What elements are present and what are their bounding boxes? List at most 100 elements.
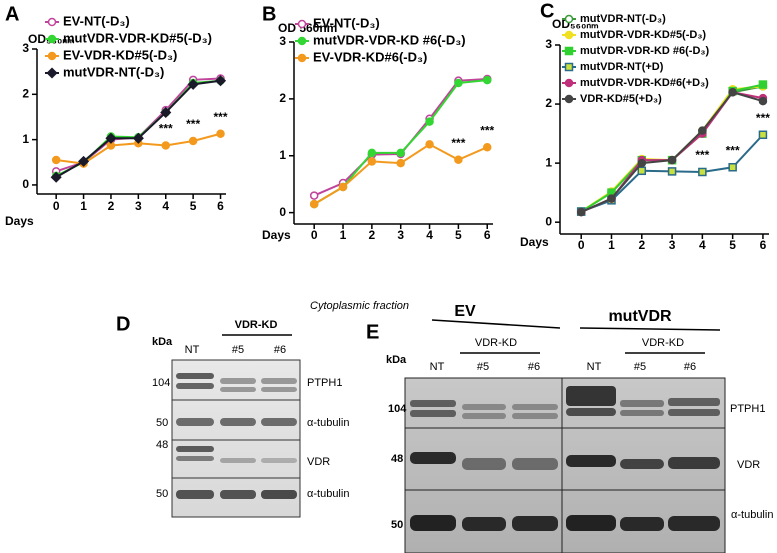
mw-label: 104 xyxy=(388,403,407,415)
marker xyxy=(338,182,348,192)
marker xyxy=(309,199,319,209)
y-tick-label: 1 xyxy=(545,155,552,169)
marker xyxy=(667,167,677,176)
legend-label: EV-NT(-D₃) xyxy=(313,15,380,30)
panel-letter: C xyxy=(540,0,554,22)
x-tick-label: 1 xyxy=(340,228,347,242)
lane-label: #5 xyxy=(634,361,646,373)
legend-marker xyxy=(47,51,57,61)
y-tick-label: 1 xyxy=(279,148,286,162)
mw-label: 48 xyxy=(391,453,403,465)
x-tick-label: 5 xyxy=(190,199,197,213)
charts: A OD₅₆₀ₙₘ Days 0 1 2 3 0 1 2 3 4 5 6 EV-NT(-D₃) mutVDR-… xyxy=(5,0,770,252)
x-tick-label: 0 xyxy=(578,238,585,252)
marker xyxy=(667,155,677,165)
y-tick-label: 1 xyxy=(22,132,29,146)
legend-marker xyxy=(47,34,57,44)
mw-label: 50 xyxy=(156,417,168,429)
marker xyxy=(637,158,647,168)
annotation: *** xyxy=(480,123,494,137)
marker xyxy=(367,157,377,166)
marker xyxy=(50,171,62,183)
y-axis-label: OD₅₆₀ₙₘ xyxy=(552,17,599,31)
fraction-label: Cytoplasmic fraction xyxy=(310,300,409,312)
y-tick-label: 3 xyxy=(22,41,29,55)
lane-label: #5 xyxy=(232,344,244,356)
blot-e: Cytoplasmic fraction EV mutVDR E kDa VDR… xyxy=(310,300,773,553)
x-tick-label: 1 xyxy=(608,238,615,252)
lane-label: #5 xyxy=(477,361,489,373)
legend-marker xyxy=(564,46,574,56)
marker xyxy=(728,163,737,172)
mw-label: 104 xyxy=(152,377,170,389)
x-tick-label: 3 xyxy=(669,238,676,252)
x-tick-label: 3 xyxy=(397,228,404,242)
y-tick-label: 3 xyxy=(279,34,286,48)
legend-marker xyxy=(297,53,307,63)
marker xyxy=(637,166,647,176)
marker xyxy=(309,191,319,200)
lane-label: NT xyxy=(430,361,445,373)
marker xyxy=(482,75,492,85)
x-tick-label: 1 xyxy=(80,199,87,213)
lane-label: #6 xyxy=(684,361,696,373)
legend-label: mutVDR-NT(-D₃) xyxy=(63,64,164,79)
x-tick-label: 2 xyxy=(369,228,376,242)
x-tick-label: 6 xyxy=(484,228,491,242)
marker xyxy=(454,155,463,164)
annotation: *** xyxy=(695,148,709,162)
kda-label: kDa xyxy=(152,336,173,348)
marker xyxy=(188,136,198,146)
marker xyxy=(105,132,117,144)
panel-letter: D xyxy=(116,313,130,335)
y-tick-label: 0 xyxy=(22,177,29,191)
annotation: *** xyxy=(186,117,200,131)
x-tick-label: 0 xyxy=(311,228,318,242)
lane-label: #6 xyxy=(274,344,286,356)
legend-label: mutVDR-NT(+D) xyxy=(580,61,664,73)
x-tick-label: 2 xyxy=(638,238,645,252)
bands xyxy=(410,386,720,531)
x-tick-label: 5 xyxy=(455,228,462,242)
x-tick-label: 0 xyxy=(53,199,60,213)
marker xyxy=(216,129,225,138)
protein-label: VDR xyxy=(737,459,760,471)
y-tick-label: 2 xyxy=(279,91,286,105)
y-tick-label: 2 xyxy=(545,96,552,110)
marker xyxy=(758,130,768,140)
legend-label: EV-VDR-KD#6(-D₃) xyxy=(313,49,427,64)
x-axis-label: Days xyxy=(5,214,34,228)
annotation: *** xyxy=(214,110,228,124)
marker xyxy=(607,194,616,203)
marker xyxy=(425,140,434,149)
marker xyxy=(758,80,768,89)
marker xyxy=(698,167,707,177)
annotation: *** xyxy=(726,143,740,157)
group-label: VDR-KD xyxy=(235,319,278,331)
legend-marker xyxy=(297,36,307,46)
x-tick-label: 4 xyxy=(426,228,433,242)
marker xyxy=(728,88,737,97)
group-line xyxy=(579,327,721,331)
x-tick-label: 2 xyxy=(108,199,115,213)
marker xyxy=(78,155,90,167)
x-axis-label: Days xyxy=(262,228,291,242)
protein-label: α-tubulin xyxy=(731,509,773,521)
marker xyxy=(161,141,170,150)
x-tick-label: 3 xyxy=(135,199,142,213)
protein-label: PTPH1 xyxy=(730,403,765,415)
lane-label: NT xyxy=(185,344,200,356)
kda-label: kDa xyxy=(386,354,407,366)
annotation: *** xyxy=(159,122,173,136)
y-tick-label: 0 xyxy=(279,205,286,219)
legend-label: mutVDR-VDR-KD#5(-D₃) xyxy=(580,29,706,41)
y-tick-label: 2 xyxy=(22,86,29,100)
marker xyxy=(698,126,707,135)
x-axis-label: Days xyxy=(520,235,549,249)
legend-label: mutVDR-VDR-KD#6(+D₃) xyxy=(580,77,709,89)
legend-marker xyxy=(564,78,574,88)
marker xyxy=(396,158,405,168)
marker xyxy=(482,142,492,152)
legend-marker xyxy=(564,62,574,72)
group-label: mutVDR xyxy=(608,308,672,325)
